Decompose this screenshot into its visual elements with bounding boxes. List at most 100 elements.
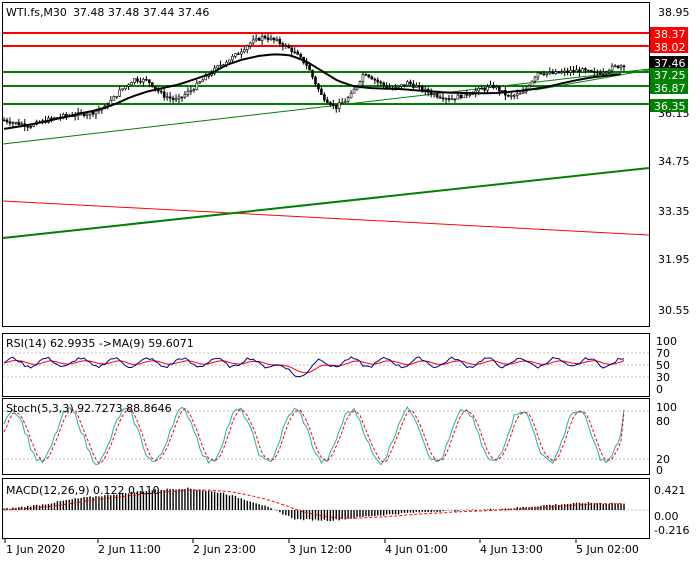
candle-body	[257, 37, 261, 41]
candle-body	[130, 82, 133, 86]
level-badge	[650, 27, 688, 40]
candle-body	[290, 47, 294, 53]
candle-body	[242, 49, 246, 53]
rsi-tick: 30	[656, 371, 670, 384]
candle-body	[142, 78, 145, 83]
candle-body	[566, 70, 569, 73]
candle-body	[533, 76, 537, 82]
candle-body	[174, 98, 178, 101]
candle-body	[385, 84, 388, 88]
candle-body	[153, 86, 157, 90]
candle-body	[486, 86, 489, 91]
stoch-tick: 0	[656, 464, 663, 477]
main-panel-frame	[2, 2, 650, 327]
candle-body	[151, 82, 154, 88]
stoch-panel-title: Stoch(5,3,3) 92.7273 88.8646	[6, 402, 172, 415]
candle-body	[572, 70, 575, 72]
candle-body	[281, 43, 285, 47]
candle-body	[337, 102, 341, 109]
candle-body	[619, 65, 623, 69]
candle-body	[139, 80, 142, 83]
rsi-axis: 100 70 50 30 0	[656, 335, 677, 396]
candle-body	[346, 97, 350, 102]
candle-body	[459, 94, 463, 99]
candle-body	[8, 121, 12, 124]
macd-axis: 0.421 0.00 -0.216	[654, 484, 689, 537]
candle-body	[432, 93, 436, 96]
candle-body	[367, 74, 371, 78]
candle-body	[515, 93, 519, 96]
candle-body	[495, 86, 498, 89]
lower-green-trendline	[2, 167, 650, 239]
main-panel-title: WTI.fs,M30 37.48 37.48 37.44 37.46	[6, 6, 209, 19]
candle-body	[584, 68, 587, 71]
candle-body	[50, 117, 53, 120]
level-badge-text: 37.25	[654, 69, 686, 82]
candle-body	[192, 89, 196, 91]
macd-tick: 0.00	[654, 510, 679, 523]
candle-body	[406, 81, 409, 86]
candle-body	[263, 35, 267, 39]
macd-panel-title: MACD(12,26,9) 0.122 0.110	[6, 484, 160, 497]
candle-body	[121, 88, 124, 91]
candle-body	[477, 87, 480, 92]
candle-body	[554, 71, 558, 74]
candle-body	[186, 91, 190, 95]
candle-body	[308, 65, 311, 71]
rsi-tick: 70	[656, 347, 670, 360]
time-label: 3 Jun 12:00	[289, 543, 352, 556]
time-label: 2 Jun 11:00	[98, 543, 161, 556]
candle-body	[593, 71, 596, 73]
candle-body	[569, 70, 572, 73]
level-badge-text: 38.02	[654, 41, 686, 54]
stoch-tick: 80	[656, 415, 670, 428]
candle-body	[545, 72, 549, 75]
candle-body	[112, 96, 116, 101]
candle-body	[320, 88, 323, 95]
current-price-label: 37.46	[654, 57, 686, 70]
price-tick: 31.95	[658, 253, 690, 266]
stoch-tick: 100	[656, 401, 677, 414]
candle-body	[610, 65, 614, 71]
candle-body	[527, 85, 531, 90]
candle-body	[358, 81, 362, 87]
candle-body	[127, 84, 130, 87]
candle-body	[429, 92, 433, 95]
candle-body	[260, 35, 264, 41]
candle-body	[507, 94, 510, 97]
candle-body	[228, 59, 231, 63]
candle-body	[509, 95, 513, 97]
price-levels	[3, 32, 649, 105]
candle-body	[575, 69, 578, 72]
level-badge-text: 36.35	[654, 100, 686, 113]
candle-body	[26, 125, 30, 128]
macd-tick: 0.421	[654, 484, 686, 497]
candle-body	[364, 74, 368, 76]
candle-body	[11, 122, 15, 124]
candle-body	[492, 84, 495, 89]
candle-body	[73, 115, 77, 118]
stoch-panel-frame	[2, 398, 650, 475]
level-badge-text: 38.37	[654, 28, 686, 41]
candle-body	[240, 51, 243, 55]
time-label: 4 Jun 01:00	[385, 543, 448, 556]
candle-body	[180, 96, 184, 99]
candle-body	[251, 39, 255, 44]
candle-body	[447, 98, 451, 100]
candle-body	[231, 56, 234, 61]
candlestick-series	[2, 33, 626, 132]
candle-body	[397, 85, 400, 88]
time-axis: 1 Jun 2020 2 Jun 11:00 2 Jun 23:00 3 Jun…	[4, 539, 639, 556]
time-label: 4 Jun 13:00	[480, 543, 543, 556]
moving-average-line	[3, 53, 622, 130]
candle-body	[201, 79, 205, 83]
candle-body	[613, 65, 617, 68]
level-badge	[650, 68, 688, 81]
candle-body	[171, 97, 175, 100]
level-badges: 37.46 38.37 38.02 37.25 36.87 36.35	[650, 27, 688, 113]
candle-body	[596, 71, 599, 74]
candle-body	[145, 78, 148, 81]
stoch-tick: 20	[656, 453, 670, 466]
